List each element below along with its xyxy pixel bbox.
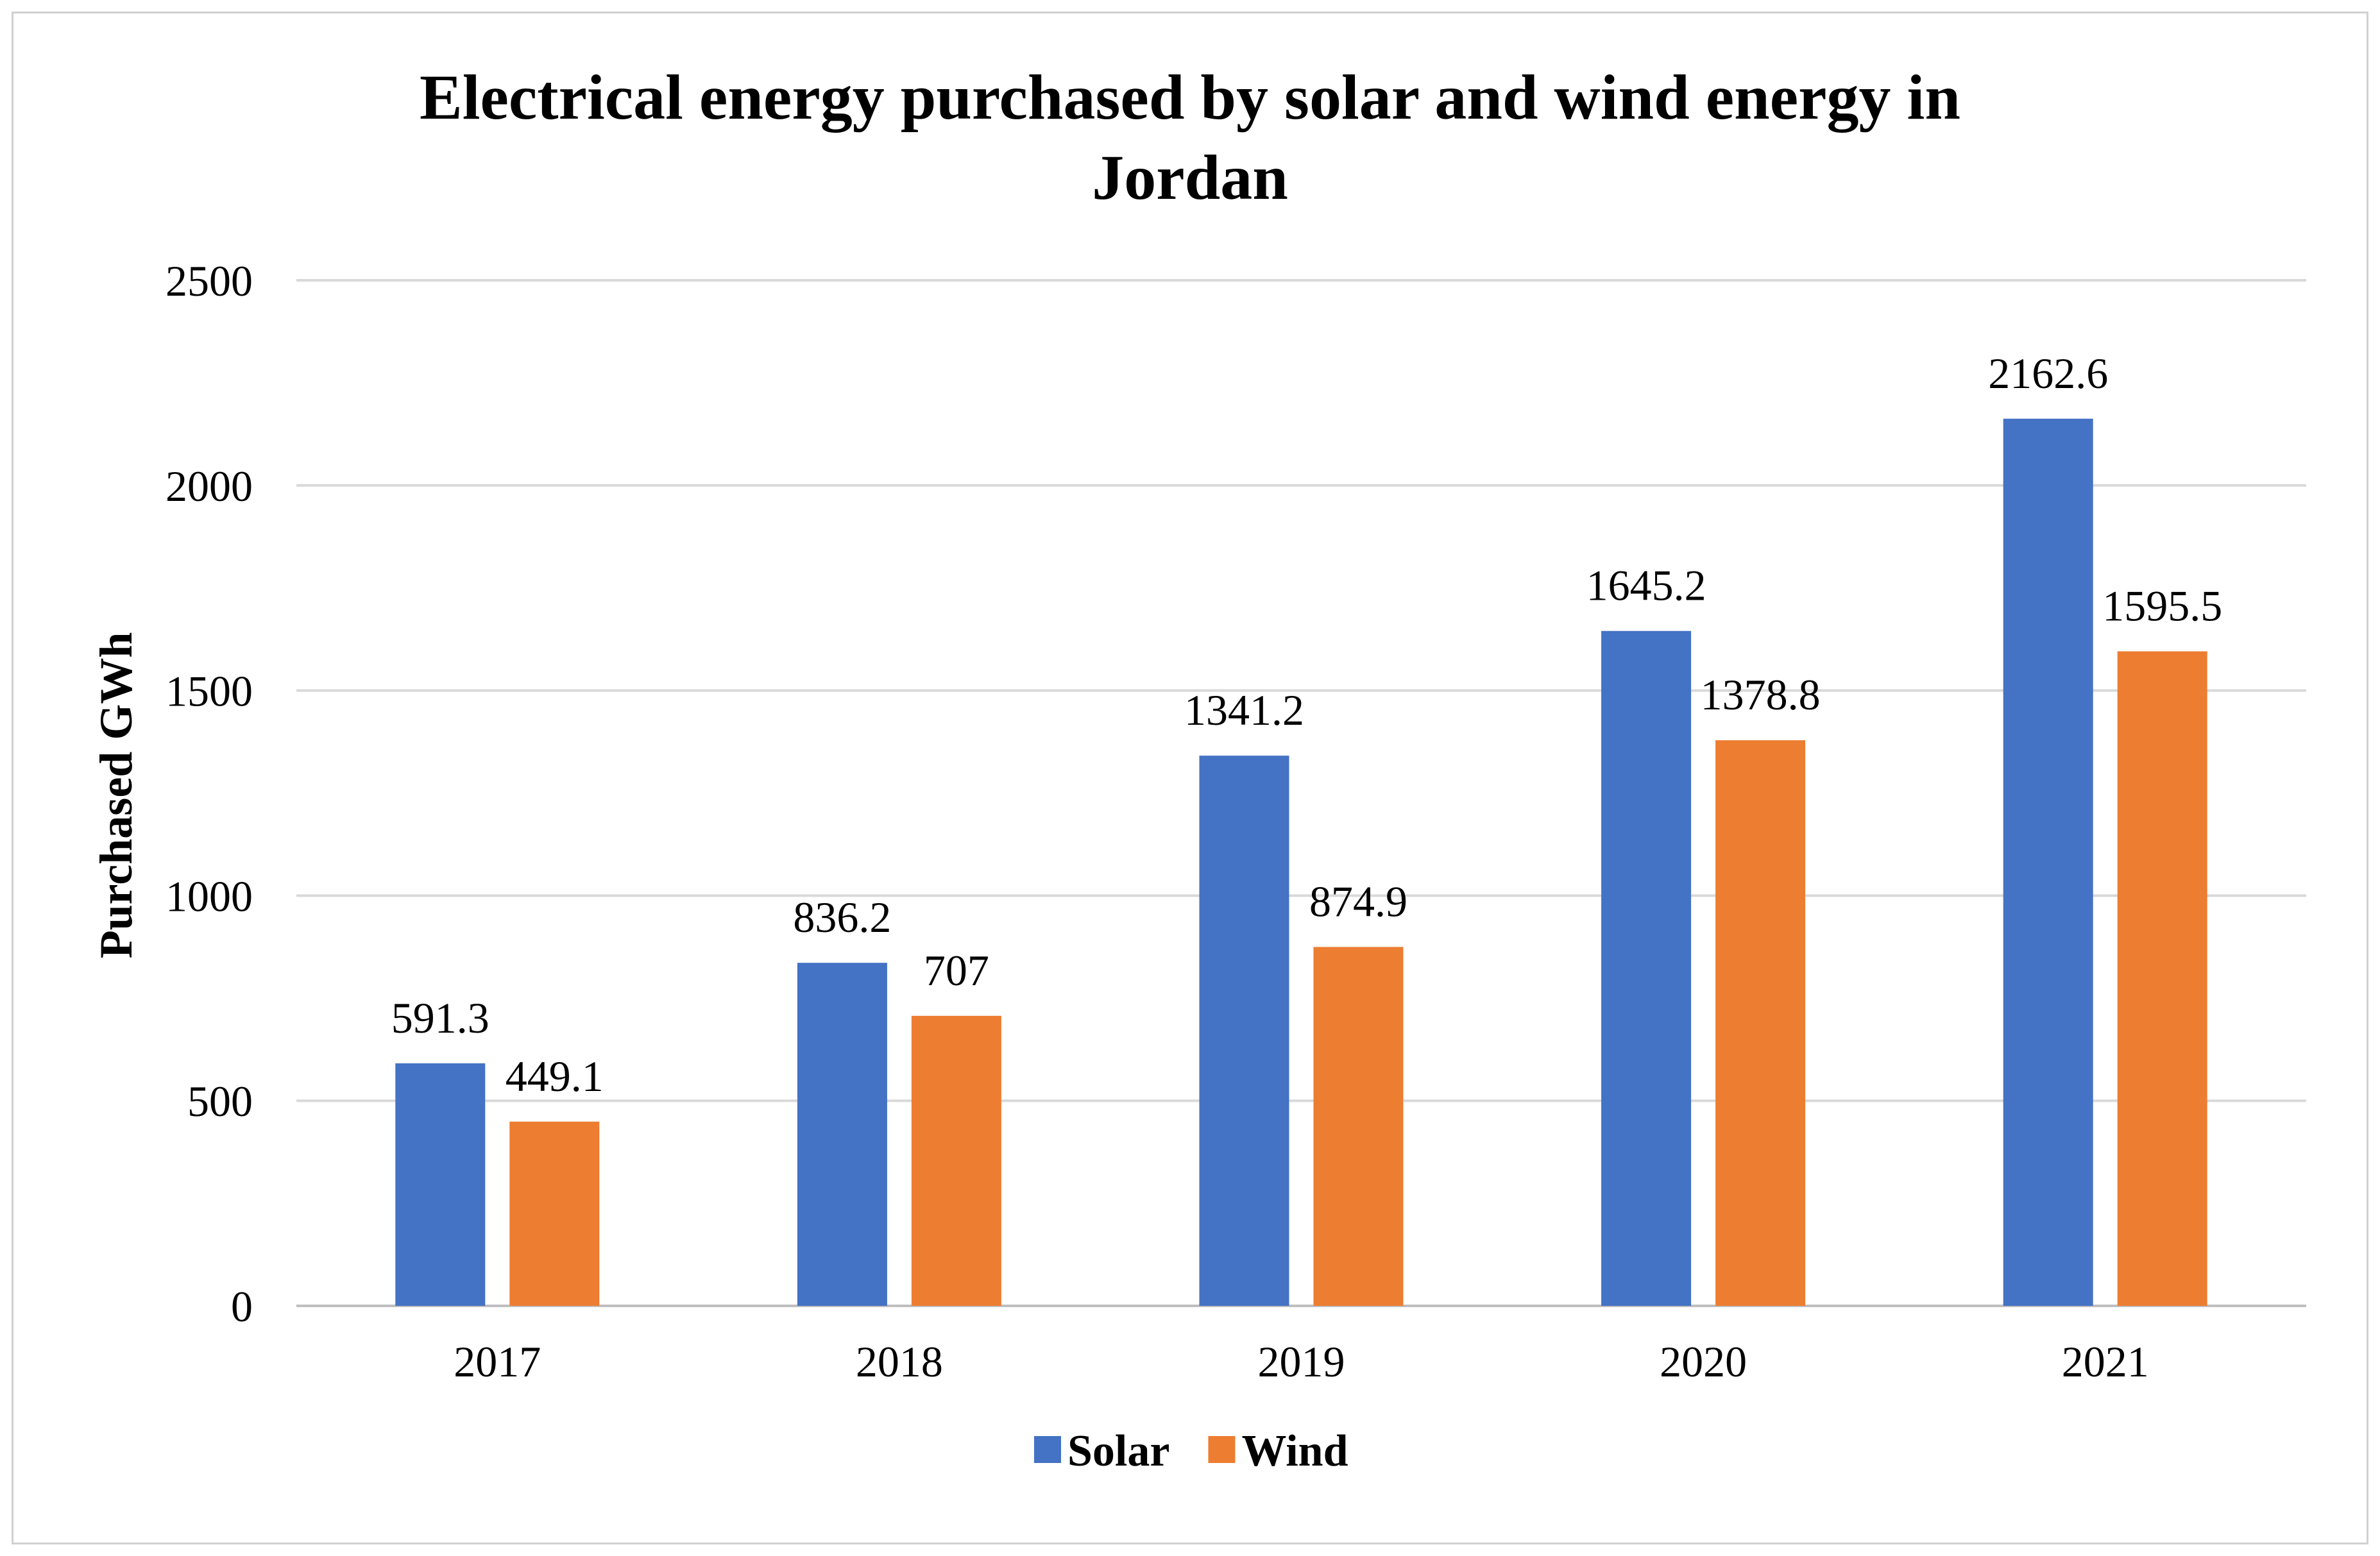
y-axis-ticks: 0 500 1000 1500 2000 2500	[166, 257, 253, 1331]
data-labels: 591.3 449.1 836.2 707 1341.2 874.9 1645.2 1378.…	[391, 349, 2222, 1101]
data-label-solar-2021: 2162.6	[1988, 349, 2108, 398]
y-tick-label: 2000	[166, 462, 253, 511]
data-label-solar-2018: 836.2	[793, 893, 891, 942]
bar-solar-2018	[797, 963, 887, 1306]
y-axis-label: Purchased GWh	[90, 632, 142, 959]
data-label-solar-2020: 1645.2	[1586, 561, 1706, 610]
bar-solar-2017	[395, 1063, 486, 1306]
chart-title-line-1: Electrical energy purchased by solar and…	[420, 62, 1960, 133]
bars	[395, 418, 2207, 1306]
bar-wind-2021	[2117, 651, 2207, 1306]
legend-label-solar: Solar	[1067, 1426, 1169, 1476]
bar-wind-2019	[1313, 947, 1404, 1306]
data-label-solar-2019: 1341.2	[1184, 686, 1304, 734]
y-tick-label: 1000	[166, 872, 253, 920]
data-label-wind-2018: 707	[924, 946, 989, 995]
y-tick-label: 0	[231, 1282, 253, 1331]
x-tick-label-2017: 2017	[454, 1337, 541, 1386]
bar-wind-2018	[911, 1015, 1001, 1306]
y-tick-label: 1500	[166, 667, 253, 716]
data-label-solar-2017: 591.3	[391, 994, 489, 1042]
legend-swatch-wind	[1208, 1436, 1236, 1463]
x-tick-label-2021: 2021	[2062, 1337, 2149, 1386]
bar-solar-2019	[1199, 756, 1289, 1306]
legend-label-wind: Wind	[1241, 1426, 1348, 1476]
y-tick-label: 2500	[166, 257, 253, 305]
gridlines	[296, 279, 2306, 1307]
data-label-wind-2019: 874.9	[1309, 877, 1407, 926]
data-label-wind-2021: 1595.5	[2102, 582, 2222, 630]
chart-title-line-2: Jordan	[1092, 142, 1288, 213]
bar-solar-2021	[2003, 418, 2093, 1306]
y-tick-label: 500	[187, 1077, 253, 1126]
bar-solar-2020	[1601, 630, 1692, 1306]
bar-wind-2020	[1715, 740, 1806, 1306]
x-tick-label-2018: 2018	[856, 1337, 943, 1386]
x-axis-ticks: 2017 2018 2019 2020 2021	[454, 1337, 2148, 1386]
legend: Solar Wind	[1034, 1426, 1348, 1476]
x-tick-label-2020: 2020	[1660, 1337, 1747, 1386]
legend-swatch-solar	[1034, 1436, 1061, 1463]
data-label-wind-2020: 1378.8	[1701, 670, 1821, 719]
bar-wind-2017	[509, 1121, 600, 1306]
x-tick-label-2019: 2019	[1258, 1337, 1345, 1386]
data-label-wind-2017: 449.1	[506, 1052, 604, 1101]
